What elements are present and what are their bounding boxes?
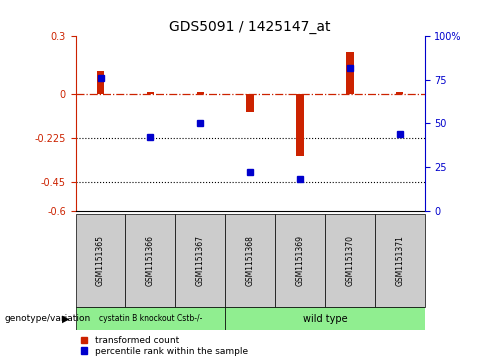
Bar	[396, 93, 404, 94]
Text: GSM1151368: GSM1151368	[245, 235, 255, 286]
Text: GSM1151366: GSM1151366	[146, 235, 155, 286]
Legend: transformed count, percentile rank within the sample: transformed count, percentile rank withi…	[80, 335, 248, 356]
Text: GSM1151371: GSM1151371	[395, 235, 404, 286]
FancyBboxPatch shape	[225, 214, 275, 307]
Text: GSM1151369: GSM1151369	[295, 235, 305, 286]
FancyBboxPatch shape	[225, 307, 425, 330]
Bar	[246, 94, 254, 112]
Bar	[346, 52, 353, 94]
Text: GSM1151367: GSM1151367	[196, 235, 205, 286]
Text: cystatin B knockout Cstb-/-: cystatin B knockout Cstb-/-	[99, 314, 202, 323]
Text: GSM1151370: GSM1151370	[346, 235, 354, 286]
FancyBboxPatch shape	[175, 214, 225, 307]
Bar	[197, 93, 204, 94]
Title: GDS5091 / 1425147_at: GDS5091 / 1425147_at	[169, 20, 331, 34]
FancyBboxPatch shape	[275, 214, 325, 307]
Text: genotype/variation: genotype/variation	[5, 314, 91, 323]
Bar	[147, 93, 154, 94]
Text: wild type: wild type	[303, 314, 347, 323]
FancyBboxPatch shape	[375, 214, 425, 307]
FancyBboxPatch shape	[125, 214, 175, 307]
Text: GSM1151365: GSM1151365	[96, 235, 105, 286]
FancyBboxPatch shape	[76, 307, 225, 330]
Bar	[296, 94, 304, 156]
Text: ▶: ▶	[61, 314, 69, 323]
FancyBboxPatch shape	[76, 214, 125, 307]
FancyBboxPatch shape	[325, 214, 375, 307]
Bar	[97, 71, 104, 94]
